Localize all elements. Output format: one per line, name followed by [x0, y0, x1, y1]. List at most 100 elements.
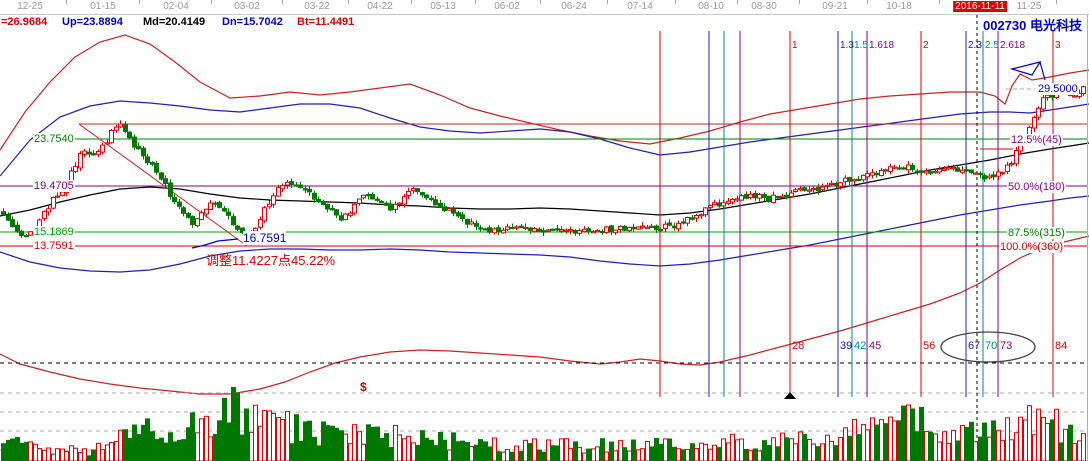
- volume-bar: [879, 419, 884, 461]
- volume-bar: [312, 436, 317, 461]
- volume-bar: [550, 445, 555, 461]
- candlestick: [258, 219, 263, 228]
- candlestick: [24, 235, 29, 238]
- volume-bar: [181, 439, 186, 461]
- candlestick: [132, 136, 137, 148]
- candlestick: [829, 182, 834, 186]
- volume-bar: [433, 445, 438, 461]
- volume-bar: [982, 422, 987, 461]
- volume-bar: [456, 441, 461, 461]
- volume-bar: [717, 447, 722, 461]
- candlestick: [510, 226, 515, 230]
- volume-bar: [955, 440, 960, 461]
- volume-bar: [546, 439, 551, 461]
- candlestick: [19, 230, 24, 236]
- volume-bar: [541, 451, 546, 461]
- volume-bar: [33, 443, 38, 461]
- volume-bar: [1045, 422, 1050, 461]
- candlestick: [658, 228, 663, 232]
- volume-bar: [258, 425, 263, 461]
- volume-bar: [24, 441, 29, 461]
- volume-bar: [316, 445, 321, 461]
- volume-bar: [960, 424, 965, 461]
- candlestick: [618, 225, 623, 230]
- volume-bar: [834, 445, 839, 461]
- volume-bar: [645, 440, 650, 461]
- volume-bar: [730, 433, 735, 461]
- volume-bar: [870, 417, 875, 461]
- gann-count-label: 84: [1055, 340, 1068, 352]
- candlestick: [573, 229, 578, 234]
- volume-bar: [942, 431, 947, 461]
- volume-bar: [1023, 419, 1028, 461]
- volume-bar: [874, 424, 879, 461]
- candlestick: [456, 212, 461, 217]
- volume-bar: [10, 438, 15, 461]
- candlestick: [595, 229, 600, 233]
- volume-bar: [460, 440, 465, 461]
- volume-bar: [123, 429, 128, 461]
- volume-bar: [163, 442, 168, 461]
- volume-bar: [676, 448, 681, 461]
- candlestick: [1036, 107, 1041, 118]
- gann-count-label: 28: [792, 340, 805, 352]
- volume-bar: [928, 431, 933, 461]
- volume-bar: [244, 408, 249, 461]
- volume-bar: [397, 434, 402, 461]
- date-boundary-tick: [540, 0, 541, 4]
- volume-bar: [991, 420, 996, 461]
- candlestick: [487, 227, 492, 233]
- candlestick: [523, 226, 528, 230]
- candlestick: [793, 189, 798, 193]
- candlestick: [60, 191, 65, 197]
- candlestick: [910, 164, 915, 171]
- date-tick-label: 10-18: [886, 1, 912, 12]
- date-boundary-tick: [799, 0, 800, 4]
- volume-bar: [69, 445, 74, 461]
- candlestick: [982, 175, 987, 180]
- candlestick: [1032, 117, 1037, 129]
- volume-bar: [573, 441, 578, 461]
- candlestick: [316, 199, 321, 202]
- volume-bar: [379, 438, 384, 461]
- candlestick: [699, 214, 704, 217]
- selected-date-badge: 2016-11-11: [953, 1, 1007, 12]
- volume-bar: [267, 410, 272, 461]
- candlestick: [924, 170, 929, 174]
- dollar-marker: $: [360, 380, 367, 394]
- candlestick: [600, 230, 605, 234]
- volume-bar: [199, 418, 204, 461]
- candlestick: [451, 209, 456, 214]
- volume-bar: [136, 434, 141, 461]
- volume-bar: [654, 437, 659, 461]
- volume-bar: [618, 440, 623, 461]
- volume-bar: [240, 434, 245, 461]
- candlestick: [901, 167, 906, 170]
- candlestick: [105, 142, 110, 145]
- candlestick: [685, 217, 690, 224]
- candlestick: [663, 223, 668, 229]
- candlestick: [771, 194, 776, 204]
- candlestick: [622, 225, 627, 231]
- candlestick: [820, 186, 825, 191]
- volume-bar: [532, 438, 537, 461]
- candlestick: [181, 207, 186, 214]
- candlestick: [919, 170, 924, 173]
- volume-bar: [1036, 408, 1041, 461]
- candlestick: [415, 188, 420, 192]
- volume-bar: [28, 441, 33, 461]
- volume-bar: [492, 437, 497, 461]
- volume-bar: [627, 450, 632, 461]
- date-boundary-tick: [607, 0, 608, 4]
- candlestick: [964, 169, 969, 172]
- candlestick: [1041, 97, 1046, 110]
- gann-level-label: 12.5%(45): [1010, 134, 1063, 146]
- candlestick: [991, 174, 996, 178]
- candlestick: [159, 172, 164, 180]
- volume-bar: [411, 442, 416, 461]
- candlestick: [447, 208, 452, 211]
- candlestick: [645, 226, 650, 229]
- volume-bar: [951, 429, 956, 461]
